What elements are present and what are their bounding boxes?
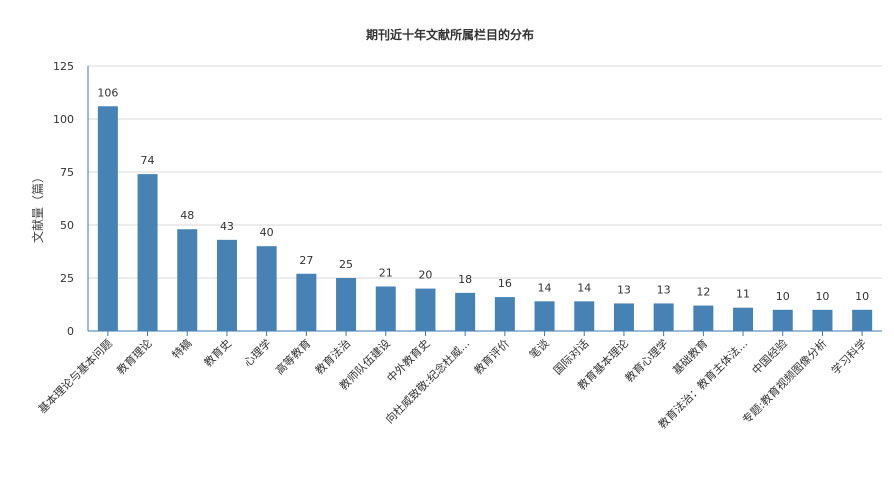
y-tick-label: 125: [53, 60, 74, 73]
x-tick-label: 教育史: [201, 336, 234, 369]
bar: [415, 288, 436, 331]
y-tick-label: 0: [67, 325, 74, 338]
data-label: 106: [97, 86, 118, 99]
data-label: 20: [418, 269, 432, 282]
data-label: 14: [577, 281, 591, 294]
x-tick-label: 国际对话: [550, 336, 591, 377]
grid-lines: [88, 65, 882, 279]
data-label: 13: [657, 283, 671, 296]
bar: [574, 301, 595, 331]
data-labels: 106 74 48 43 40 27 25 21 20 18 16 14 14 13 13 12 11 10 10 1…: [97, 86, 869, 303]
data-label: 25: [339, 258, 353, 271]
data-label: 16: [498, 277, 512, 290]
x-tick-label: 教育法治: [312, 336, 353, 377]
bar: [613, 303, 634, 331]
x-tick-label: 笔谈: [526, 336, 551, 361]
data-label: 74: [141, 154, 155, 167]
data-label: 27: [299, 254, 313, 267]
bar: [296, 273, 317, 331]
y-axis-title: 文献量（篇）: [30, 171, 45, 243]
y-tick-label: 100: [53, 113, 74, 126]
y-tick-label: 25: [60, 272, 74, 285]
x-tick-label: 教育心理学: [622, 336, 671, 385]
x-tick-label: 基础教育: [669, 336, 710, 377]
data-label: 18: [458, 273, 472, 286]
bar: [137, 174, 158, 331]
bar: [534, 301, 555, 331]
data-label: 12: [696, 286, 710, 299]
bar: [455, 292, 476, 331]
data-label: 13: [617, 283, 631, 296]
bar: [812, 309, 833, 331]
x-tick-label: 中国经验: [749, 336, 790, 377]
bar: [256, 246, 277, 331]
x-tick-label: 学习科学: [828, 336, 869, 377]
data-label: 48: [180, 209, 194, 222]
y-tick-label: 50: [60, 219, 74, 232]
bar: [733, 307, 754, 331]
x-tick-label: 教育评价: [471, 336, 512, 377]
bar: [772, 309, 793, 331]
bar: [693, 305, 714, 331]
bar: [494, 297, 515, 331]
bar: [852, 309, 873, 331]
x-tick-label: 高等教育: [272, 336, 313, 377]
x-tick-label: 特稿: [169, 336, 194, 361]
axes: [87, 66, 882, 336]
data-label: 10: [855, 290, 869, 303]
bar: [97, 106, 118, 331]
data-label: 10: [776, 290, 790, 303]
bar: [336, 278, 357, 331]
data-label: 40: [260, 226, 274, 239]
chart-title: 期刊近十年文献所属栏目的分布: [366, 27, 534, 42]
bars: [97, 106, 873, 331]
data-label: 21: [379, 266, 393, 279]
bar: [216, 239, 237, 331]
data-label: 43: [220, 220, 234, 233]
bar: [653, 303, 674, 331]
data-label: 14: [538, 281, 552, 294]
x-tick-label: 心理学: [241, 336, 274, 369]
bar: [177, 229, 198, 331]
x-tick-label: 教育理论: [114, 336, 155, 377]
x-tick-label: 基本理论与基本问题: [35, 336, 115, 416]
data-label: 11: [736, 288, 750, 301]
bar: [375, 286, 396, 331]
data-label: 10: [815, 290, 829, 303]
y-tick-label: 75: [60, 166, 74, 179]
